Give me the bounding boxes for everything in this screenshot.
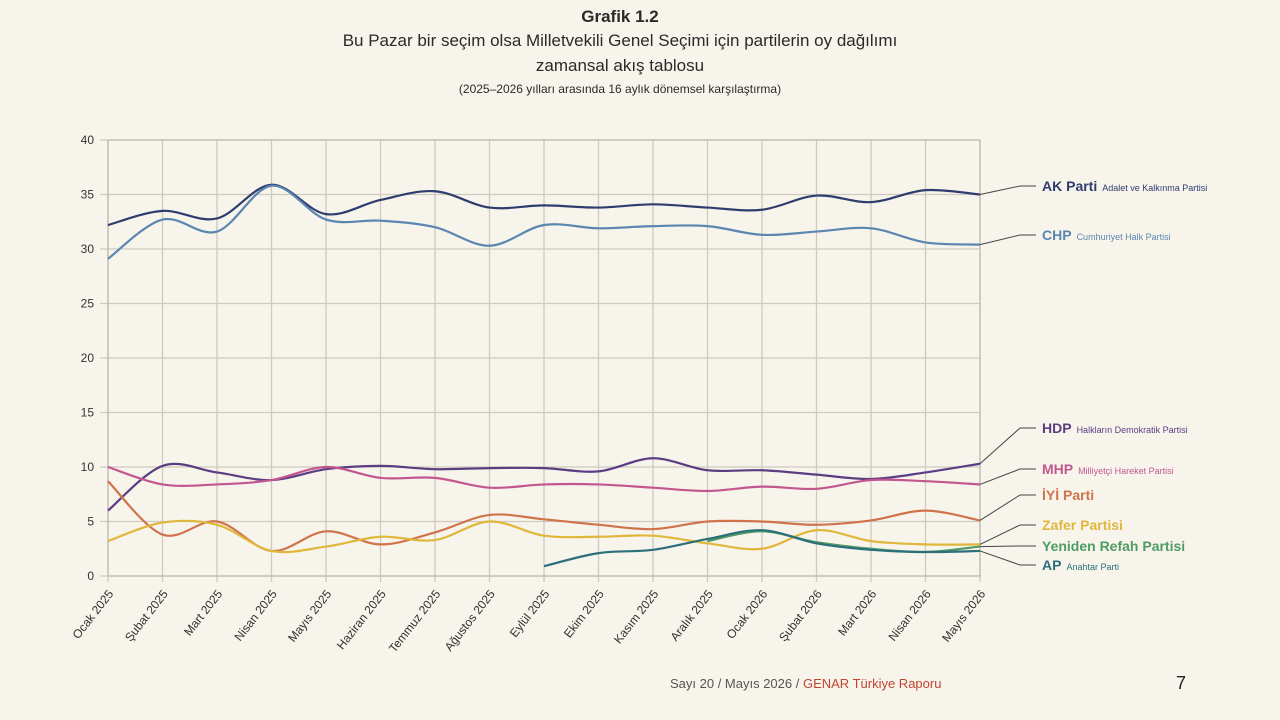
x-axis-ticks: Ocak 2025 Şubat 2025 Mart 2025 Nisan 2025 Ma… <box>70 587 989 655</box>
x-tick-label: Ağustos 2025 <box>442 587 498 654</box>
x-tick-label: Mayıs 2025 <box>285 587 334 645</box>
legend-name: CHP <box>1042 227 1072 243</box>
series-line-ap <box>543 529 981 568</box>
y-axis-ticks: 0 5 10 15 20 25 30 35 40 <box>81 133 95 583</box>
x-tick-label: Şubat 2026 <box>776 587 825 644</box>
legend-connector <box>979 234 1036 246</box>
series-line-i-yi-parti <box>107 480 981 553</box>
x-tick-label: Nisan 2026 <box>885 587 934 644</box>
x-tick-label: Kasım 2025 <box>611 587 662 646</box>
series-line-ak-parti <box>107 183 981 227</box>
legend-connector <box>979 494 1036 521</box>
chart-subtitle: (2025–2026 yılları arasında 16 aylık dön… <box>458 82 782 96</box>
y-tick-label: 30 <box>81 242 95 256</box>
y-tick-label: 25 <box>81 297 95 311</box>
page-number: 7 <box>1176 673 1187 693</box>
x-tick-label: Mart 2026 <box>835 587 879 638</box>
footer: Sayı 20 / Mayıs 2026 / GENAR Türkiye Rap… <box>670 676 941 691</box>
legend-connector <box>979 545 1036 548</box>
x-tick-label: Temmuz 2025 <box>386 587 444 655</box>
footer-brand: GENAR Türkiye Raporu <box>802 676 942 691</box>
legend-connector <box>979 427 1036 465</box>
x-tick-label: Aralık 2025 <box>667 587 716 644</box>
chart-title-line1: Bu Pazar bir seçim olsa Milletvekili Gen… <box>342 31 898 50</box>
legend-name: İYİ Parti <box>1042 487 1094 503</box>
legend-entry-chp: CHP Cumhuriyet Halk Partisi <box>1042 227 1171 243</box>
legend-full-name: Milliyetçi Hareket Partisi <box>1078 466 1174 476</box>
legend-full-name: Halkların Demokratik Partisi <box>1077 425 1188 435</box>
y-tick-label: 35 <box>81 188 95 202</box>
legend-entry-ap: AP Anahtar Parti <box>1042 557 1119 573</box>
grid <box>100 139 981 582</box>
y-tick-label: 5 <box>87 515 94 529</box>
legend-entry-hdp: HDP Halkların Demokratik Partisi <box>1042 420 1188 436</box>
legend-entry-zafer-partisi: Zafer Partisi <box>1042 517 1123 533</box>
legend-connector <box>979 550 1036 566</box>
legend-connector <box>979 468 1036 485</box>
legend: AK Parti Adalet ve Kalkınma Partisi CHP Cum… <box>979 178 1207 573</box>
x-tick-label: Eylül 2025 <box>507 587 553 640</box>
x-tick-label: Ocak 2026 <box>724 587 771 642</box>
series-line-chp <box>107 184 981 260</box>
x-tick-label: Ocak 2025 <box>70 587 117 642</box>
footer-issue: Sayı 20 / Mayıs 2026 / <box>670 676 803 691</box>
legend-name: HDP <box>1042 420 1072 436</box>
y-tick-label: 10 <box>81 460 95 474</box>
x-tick-label: Nisan 2025 <box>231 587 280 644</box>
legend-name: Yeniden Refah Partisi <box>1042 538 1185 554</box>
x-tick-label: Şubat 2025 <box>122 587 171 644</box>
legend-full-name: Cumhuriyet Halk Partisi <box>1077 232 1171 242</box>
legend-entry-i-yi-parti: İYİ Parti <box>1042 487 1094 503</box>
x-tick-label: Mart 2025 <box>181 587 225 638</box>
x-tick-label: Haziran 2025 <box>334 587 389 652</box>
legend-connector <box>979 185 1036 195</box>
y-tick-label: 40 <box>81 133 95 147</box>
legend-connector <box>979 524 1036 545</box>
legend-entry-mhp: MHP Milliyetçi Hareket Partisi <box>1042 461 1174 477</box>
x-tick-label: Ekim 2025 <box>561 587 607 641</box>
legend-entry-yeniden-refah-partisi: Yeniden Refah Partisi <box>1042 538 1185 554</box>
series-line-zafer-partisi <box>107 519 981 554</box>
chart-title-line2: zamansal akış tablosu <box>535 56 705 75</box>
legend-full-name: Adalet ve Kalkınma Partisi <box>1102 183 1207 193</box>
y-tick-label: 0 <box>87 569 94 583</box>
y-tick-label: 15 <box>81 406 95 420</box>
legend-full-name: Anahtar Parti <box>1066 562 1119 572</box>
legend-name: MHP <box>1042 461 1073 477</box>
legend-entry-ak-parti: AK Parti Adalet ve Kalkınma Partisi <box>1042 178 1207 194</box>
series-line-hdp <box>107 457 981 512</box>
series-lines <box>107 183 981 568</box>
chart-titles: Grafik 1.2 Bu Pazar bir seçim olsa Mille… <box>0 6 1240 98</box>
series-line-mhp <box>107 465 981 493</box>
chart-label: Grafik 1.2 <box>581 7 659 26</box>
legend-name: Zafer Partisi <box>1042 517 1123 533</box>
legend-name: AP <box>1042 557 1061 573</box>
y-tick-label: 20 <box>81 351 95 365</box>
plot-frame <box>107 139 981 577</box>
x-tick-label: Mayıs 2026 <box>939 587 988 645</box>
legend-name: AK Parti <box>1042 178 1097 194</box>
